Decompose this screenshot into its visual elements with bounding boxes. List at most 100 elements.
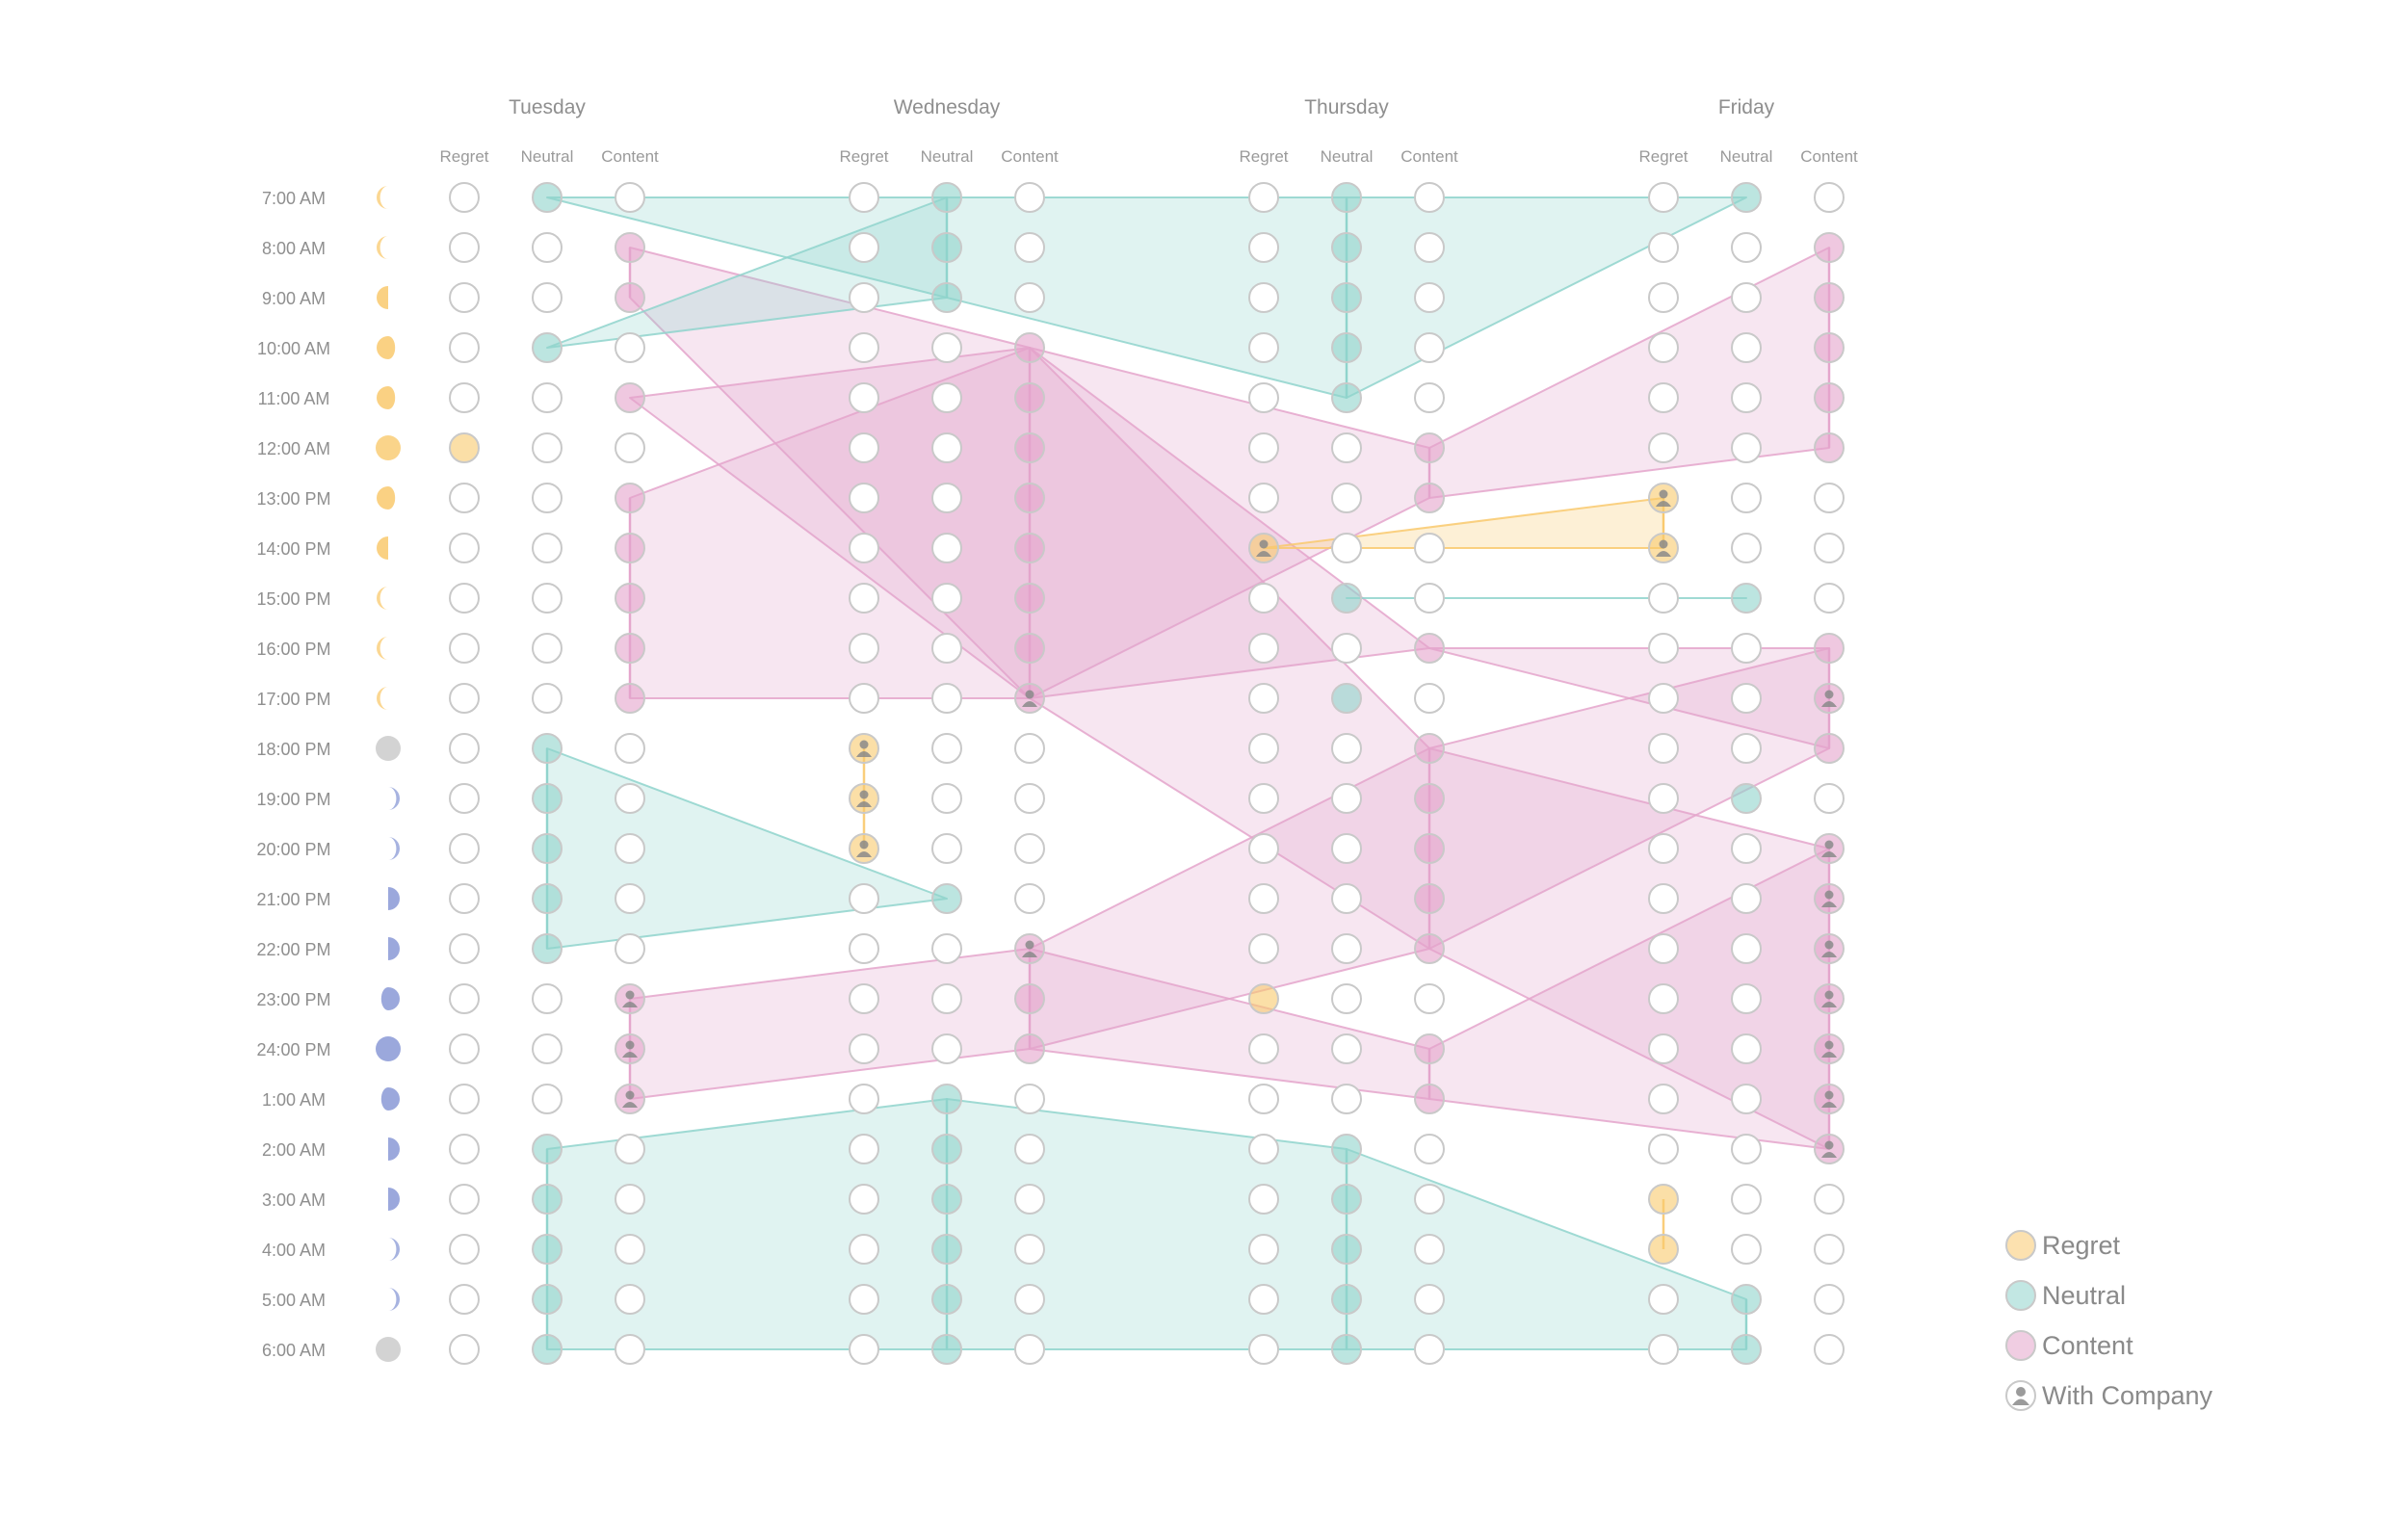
circle-friday-content-11 xyxy=(1814,733,1845,764)
circle-tuesday-content-7 xyxy=(615,533,645,563)
company-body-wednesday-11 xyxy=(856,751,872,757)
col-label-thursday-regret: Regret xyxy=(1239,147,1288,166)
circle-friday-neutral-19 xyxy=(1731,1134,1762,1164)
circle-tuesday-content-8 xyxy=(615,583,645,614)
col-label-friday-neutral: Neutral xyxy=(1720,147,1773,166)
circle-wednesday-content-7 xyxy=(1014,533,1045,563)
time-label-21: 4:00 AM xyxy=(262,1241,326,1260)
circle-tuesday-regret-15 xyxy=(449,933,480,964)
circle-thursday-regret-4 xyxy=(1248,382,1279,413)
moon-icon-22 xyxy=(388,1288,400,1311)
col-label-friday-content: Content xyxy=(1800,147,1858,166)
time-label-17: 24:00 PM xyxy=(256,1040,330,1059)
time-label-14: 21:00 PM xyxy=(256,890,330,909)
circle-friday-content-8 xyxy=(1814,583,1845,614)
circle-friday-content-22 xyxy=(1814,1284,1845,1315)
circle-tuesday-regret-10 xyxy=(449,683,480,714)
circle-wednesday-content-4 xyxy=(1014,382,1045,413)
moon-icon-19 xyxy=(387,1137,400,1161)
circle-wednesday-neutral-2 xyxy=(931,282,962,313)
company-body-friday-15 xyxy=(1821,952,1837,957)
moon-icon-0 xyxy=(377,186,388,209)
circle-friday-neutral-8 xyxy=(1731,583,1762,614)
company-head-friday-14 xyxy=(1824,890,1834,900)
company-body-thursday-7 xyxy=(1256,551,1271,557)
circle-tuesday-regret-6 xyxy=(449,483,480,513)
circle-tuesday-neutral-14 xyxy=(532,883,563,914)
circle-tuesday-regret-14 xyxy=(449,883,480,914)
circle-thursday-neutral-22 xyxy=(1331,1284,1362,1315)
circle-friday-neutral-9 xyxy=(1731,633,1762,664)
circle-friday-neutral-3 xyxy=(1731,332,1762,363)
circle-friday-regret-1 xyxy=(1648,232,1679,263)
circle-wednesday-regret-9 xyxy=(849,633,879,664)
company-head-wednesday-12 xyxy=(859,790,869,799)
circle-thursday-regret-6 xyxy=(1248,483,1279,513)
time-label-11: 18:00 PM xyxy=(256,740,330,759)
company-head-wednesday-11 xyxy=(859,740,869,749)
circle-thursday-neutral-16 xyxy=(1331,983,1362,1014)
circle-wednesday-neutral-13 xyxy=(931,833,962,864)
circle-tuesday-regret-2 xyxy=(449,282,480,313)
circle-friday-neutral-22 xyxy=(1731,1284,1762,1315)
circle-thursday-regret-20 xyxy=(1248,1184,1279,1215)
moon-icon-10 xyxy=(377,687,388,710)
company-head-wednesday-10 xyxy=(1025,690,1034,699)
moon-icon-7 xyxy=(377,536,389,560)
circle-thursday-regret-5 xyxy=(1248,432,1279,463)
company-head-wednesday-13 xyxy=(859,840,869,849)
circle-friday-neutral-17 xyxy=(1731,1033,1762,1064)
circle-tuesday-regret-21 xyxy=(449,1234,480,1265)
band-regret-thursday-friday-7 xyxy=(1263,497,1664,549)
circle-friday-regret-18 xyxy=(1648,1084,1679,1114)
circle-friday-neutral-16 xyxy=(1731,983,1762,1014)
circle-friday-neutral-18 xyxy=(1731,1084,1762,1114)
circle-thursday-content-11 xyxy=(1414,733,1445,764)
flow-bands xyxy=(545,196,1831,1350)
circle-friday-regret-22 xyxy=(1648,1284,1679,1315)
circle-thursday-neutral-1 xyxy=(1331,232,1362,263)
time-label-9: 16:00 PM xyxy=(256,640,330,659)
circle-wednesday-content-12 xyxy=(1014,783,1045,814)
circle-friday-neutral-21 xyxy=(1731,1234,1762,1265)
circle-tuesday-content-20 xyxy=(615,1184,645,1215)
circle-wednesday-neutral-22 xyxy=(931,1284,962,1315)
circle-friday-content-4 xyxy=(1814,382,1845,413)
circle-wednesday-neutral-14 xyxy=(931,883,962,914)
circle-friday-content-12 xyxy=(1814,783,1845,814)
circle-wednesday-neutral-23 xyxy=(931,1334,962,1365)
legend-swatch-regret xyxy=(2005,1230,2036,1261)
col-label-tuesday-content: Content xyxy=(601,147,659,166)
mood-circles xyxy=(449,182,1845,1365)
circle-friday-content-23 xyxy=(1814,1334,1845,1365)
circle-wednesday-content-3 xyxy=(1014,332,1045,363)
circle-friday-neutral-6 xyxy=(1731,483,1762,513)
company-body-tuesday-18 xyxy=(622,1102,638,1108)
circle-tuesday-regret-4 xyxy=(449,382,480,413)
circle-tuesday-regret-13 xyxy=(449,833,480,864)
circle-thursday-content-17 xyxy=(1414,1033,1445,1064)
circle-thursday-neutral-5 xyxy=(1331,432,1362,463)
circle-thursday-content-2 xyxy=(1414,282,1445,313)
legend-swatch-neutral xyxy=(2005,1280,2036,1311)
circle-thursday-regret-12 xyxy=(1248,783,1279,814)
col-label-wednesday-regret: Regret xyxy=(839,147,888,166)
circle-tuesday-regret-17 xyxy=(449,1033,480,1064)
circle-tuesday-content-22 xyxy=(615,1284,645,1315)
circle-wednesday-regret-10 xyxy=(849,683,879,714)
band-neutral-wednesday-thursday-18 xyxy=(946,1098,1348,1350)
circle-friday-regret-17 xyxy=(1648,1033,1679,1064)
circle-thursday-content-4 xyxy=(1414,382,1445,413)
circle-wednesday-regret-17 xyxy=(849,1033,879,1064)
circle-friday-content-9 xyxy=(1814,633,1845,664)
circle-thursday-neutral-7 xyxy=(1331,533,1362,563)
circle-tuesday-regret-23 xyxy=(449,1334,480,1365)
circle-friday-neutral-23 xyxy=(1731,1334,1762,1365)
time-label-23: 6:00 AM xyxy=(262,1341,326,1360)
circle-tuesday-neutral-11 xyxy=(532,733,563,764)
circle-thursday-content-5 xyxy=(1414,432,1445,463)
circle-wednesday-neutral-21 xyxy=(931,1234,962,1265)
circle-thursday-content-7 xyxy=(1414,533,1445,563)
circle-wednesday-neutral-8 xyxy=(931,583,962,614)
moon-icon-5 xyxy=(376,435,401,460)
